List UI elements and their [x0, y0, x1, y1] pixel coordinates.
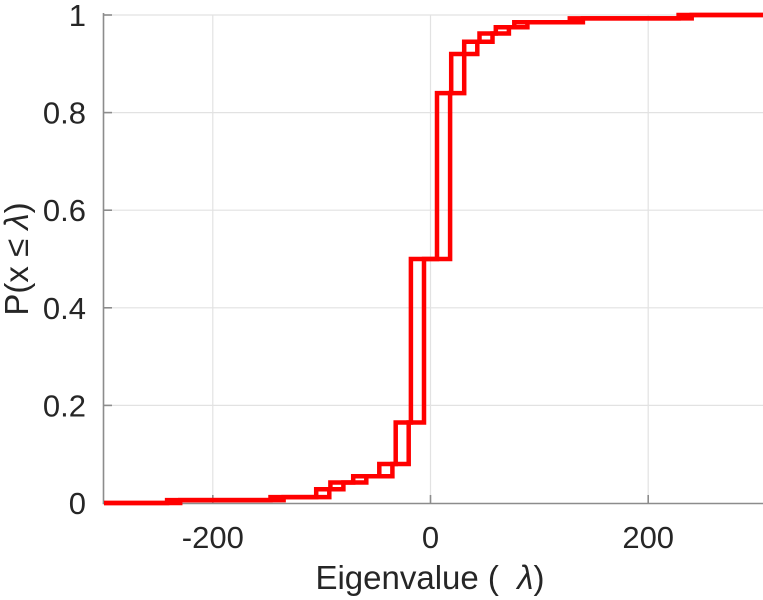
- y-axis-label: P(x ≤ λ): [0, 202, 35, 315]
- y-tick-label: 0.2: [43, 388, 86, 423]
- y-axis-label-suffix: ): [0, 202, 35, 213]
- y-tick-label: 0.8: [43, 96, 86, 131]
- x-tick-label: 0: [422, 520, 439, 555]
- x-tick-label: 200: [622, 520, 674, 555]
- x-axis-label-suffix: ): [534, 559, 545, 596]
- x-tick-label: -200: [182, 520, 244, 555]
- y-tick-label: 1: [69, 0, 86, 33]
- lambda-symbol: λ: [0, 213, 35, 231]
- gridlines: [104, 14, 763, 503]
- y-axis-label-text: P(x ≤: [0, 230, 35, 316]
- cdf-curves: [104, 12, 763, 506]
- axes: -200 0 200 0 0.2 0.4 0.6 0.8 1: [43, 0, 763, 555]
- axis-labels: Eigenvalue ( λ) P(x ≤ λ): [0, 202, 545, 596]
- lambda-symbol: λ: [515, 559, 533, 596]
- x-axis-label-text: Eigenvalue (: [315, 559, 517, 596]
- ecdf-curve-2: [104, 12, 763, 506]
- y-tick-label: 0.6: [43, 193, 86, 228]
- y-tick-label: 0.4: [43, 291, 86, 326]
- x-axis-label: Eigenvalue ( λ): [315, 559, 544, 596]
- y-tick-label: 0: [69, 486, 86, 521]
